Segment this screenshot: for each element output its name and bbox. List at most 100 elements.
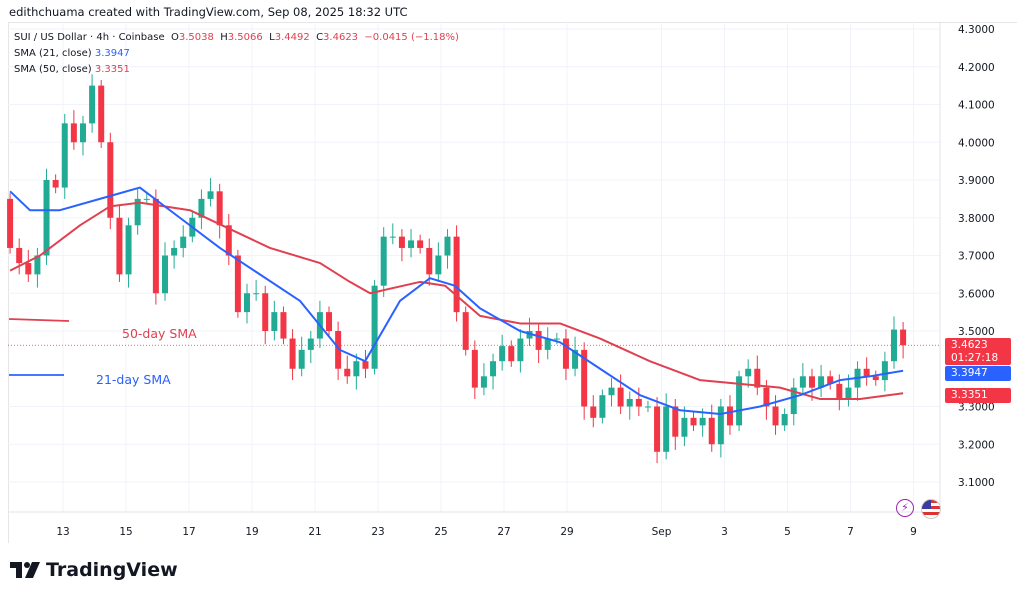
candle-body <box>490 361 497 377</box>
candle <box>726 395 733 435</box>
candle <box>398 229 405 262</box>
candle <box>298 336 305 377</box>
candle-body <box>626 398 633 407</box>
bar-countdown: 01:27:18 <box>951 352 999 364</box>
sma50-line <box>9 201 904 400</box>
candle <box>335 321 342 381</box>
candle-body <box>25 263 32 275</box>
x-tick-label: 17 <box>182 526 195 538</box>
candle-body <box>681 417 688 437</box>
candle <box>717 398 724 458</box>
candle-body <box>234 255 241 313</box>
x-tick-label: 5 <box>784 526 791 538</box>
candle-body <box>16 247 23 264</box>
candle-body <box>435 255 442 275</box>
candle-body <box>863 368 870 377</box>
candle <box>535 323 542 364</box>
sma21-row[interactable]: SMA (21, close) 3.3947 <box>14 46 459 62</box>
lightning-icon[interactable]: ⚡ <box>896 499 914 517</box>
candle-body <box>572 349 579 369</box>
candle-body <box>890 329 897 362</box>
candle-body <box>225 225 232 256</box>
candle-body <box>663 406 670 452</box>
sma21-annotation: 21-day SMA <box>96 372 171 387</box>
candle <box>508 340 515 367</box>
sma50-row[interactable]: SMA (50, close) 3.3351 <box>14 62 459 78</box>
candle-body <box>690 417 697 426</box>
candle-body <box>608 387 615 396</box>
candle-body <box>89 85 96 124</box>
candle <box>326 306 333 337</box>
candle <box>408 229 415 258</box>
candle-body <box>371 285 378 369</box>
us-flag-icon[interactable] <box>921 499 941 519</box>
y-tick-label: 3.5000 <box>958 326 995 338</box>
x-tick-label: 21 <box>308 526 321 538</box>
tradingview-logo[interactable]: TradingView <box>10 559 178 581</box>
candle <box>471 340 478 399</box>
candle <box>43 168 50 265</box>
candle <box>681 406 688 447</box>
candle <box>462 306 469 356</box>
candle <box>107 132 114 230</box>
candle <box>881 351 888 392</box>
candle-body <box>52 180 59 188</box>
candle <box>289 329 296 381</box>
candle <box>161 242 168 301</box>
candle-body <box>717 406 724 445</box>
sma50-legend-line <box>8 318 70 322</box>
candle <box>362 349 369 379</box>
candle-body <box>790 387 797 415</box>
candle <box>271 300 278 341</box>
candle-body <box>544 338 551 350</box>
symbol-label[interactable]: SUI / US Dollar · 4h · Coinbase <box>14 32 165 43</box>
sma21-price-label: 3.3947 <box>945 366 1011 381</box>
candle <box>827 370 834 390</box>
candle <box>207 178 214 207</box>
candle <box>562 329 569 381</box>
candle-body <box>535 331 542 350</box>
candle-body <box>526 331 533 339</box>
candle <box>389 223 396 245</box>
candle-body <box>781 414 788 426</box>
x-tick-label: 3 <box>721 526 728 538</box>
y-tick-label: 4.1000 <box>958 100 995 112</box>
sma50-label: SMA (50, close) <box>14 64 92 75</box>
candle-body <box>736 376 743 426</box>
x-tick-label: 29 <box>560 526 573 538</box>
candle <box>872 370 879 386</box>
candle-body <box>408 240 415 248</box>
y-tick-label: 4.3000 <box>958 24 995 36</box>
candle <box>644 400 651 413</box>
candle-body <box>453 236 460 313</box>
candle-body <box>818 376 825 388</box>
x-tick-label: 15 <box>119 526 132 538</box>
candle-body <box>61 123 68 188</box>
candle <box>517 329 524 373</box>
candle-body <box>143 198 150 200</box>
candle <box>216 183 223 239</box>
candle-body <box>499 346 506 362</box>
tradingview-logo-icon <box>10 562 40 578</box>
candle <box>435 242 442 282</box>
y-tick-label: 4.2000 <box>958 62 995 74</box>
candle <box>854 361 861 401</box>
candle <box>808 368 815 401</box>
candle <box>635 387 642 416</box>
low-label: L <box>269 32 275 43</box>
candle-body <box>808 376 815 388</box>
candle <box>253 280 260 301</box>
high-label: H <box>220 32 228 43</box>
candle-body <box>836 383 843 399</box>
candle <box>70 110 77 150</box>
candle <box>654 397 661 464</box>
candle-body <box>262 293 269 331</box>
legend: SUI / US Dollar · 4h · Coinbase O3.5038 … <box>14 30 459 78</box>
candle-body <box>644 406 651 408</box>
candle-body <box>7 198 14 248</box>
candle-body <box>763 387 770 407</box>
candle-body <box>253 293 260 295</box>
y-tick-label: 3.6000 <box>958 288 995 300</box>
candle-body <box>590 406 597 418</box>
